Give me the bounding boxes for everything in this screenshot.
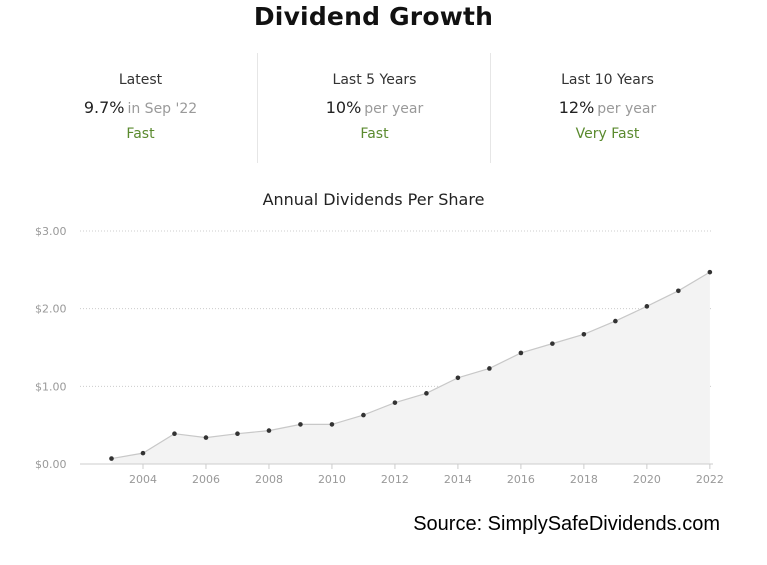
x-tick-label: 2012 — [381, 473, 409, 486]
x-tick-label: 2014 — [444, 473, 472, 486]
y-tick-label: $2.00 — [35, 303, 67, 316]
stat-last-5-years: Last 5 Years 10% per year Fast — [257, 53, 491, 163]
data-point — [518, 350, 524, 356]
stat-latest: Latest 9.7% in Sep '22 Fast — [24, 53, 257, 163]
data-point — [613, 318, 618, 324]
data-point — [581, 331, 587, 337]
data-point — [109, 456, 114, 461]
series-line — [111, 271, 711, 460]
data-point — [676, 288, 681, 294]
x-tick-label: 2016 — [507, 473, 535, 486]
data-point — [140, 450, 146, 456]
y-tick-label: $1.00 — [35, 380, 67, 393]
data-point — [707, 269, 713, 275]
data-point — [203, 435, 209, 440]
x-tick-label: 2006 — [192, 473, 220, 486]
dividend-stats: Latest 9.7% in Sep '22 Fast Last 5 Years … — [24, 53, 724, 163]
data-point — [392, 400, 398, 405]
stat-rating: Fast — [360, 126, 389, 142]
source-credit: Source: SimplySafeDividends.com — [413, 513, 720, 535]
stat-value: 12% — [558, 98, 595, 117]
data-point — [361, 412, 366, 418]
stat-rating: Very Fast — [575, 126, 640, 142]
data-point — [266, 428, 272, 433]
data-point — [329, 422, 335, 427]
stat-suffix: per year — [364, 101, 424, 117]
x-tick-label: 2022 — [696, 473, 724, 486]
stat-label: Last 5 Years — [332, 72, 417, 88]
y-tick-label: $3.00 — [35, 225, 67, 238]
data-point — [235, 431, 240, 437]
area-fill — [111, 272, 710, 464]
x-tick-label: 2008 — [255, 473, 283, 486]
stat-value: 9.7% — [83, 98, 125, 117]
stat-rating: Fast — [126, 126, 155, 142]
data-point — [644, 304, 650, 309]
stat-value: 10% — [325, 98, 362, 117]
data-point — [487, 366, 492, 371]
data-point — [550, 341, 555, 346]
data-point — [455, 375, 461, 381]
x-tick-label: 2020 — [633, 473, 661, 486]
stat-label: Latest — [118, 72, 163, 88]
y-tick-label: $0.00 — [35, 458, 67, 471]
x-tick-label: 2018 — [570, 473, 598, 486]
stat-last-10-years: Last 10 Years 12% per year Very Fast — [490, 53, 724, 163]
data-point — [172, 431, 177, 437]
page-title: Dividend Growth — [253, 2, 494, 31]
chart-title: Annual Dividends Per Share — [262, 190, 485, 209]
x-tick-label: 2004 — [129, 473, 157, 486]
data-point — [298, 422, 303, 427]
x-tick-label: 2010 — [318, 473, 346, 486]
data-point — [424, 391, 429, 396]
stat-label: Last 10 Years — [561, 72, 654, 88]
stat-suffix: per year — [597, 101, 657, 117]
stat-suffix: in Sep '22 — [127, 101, 198, 117]
